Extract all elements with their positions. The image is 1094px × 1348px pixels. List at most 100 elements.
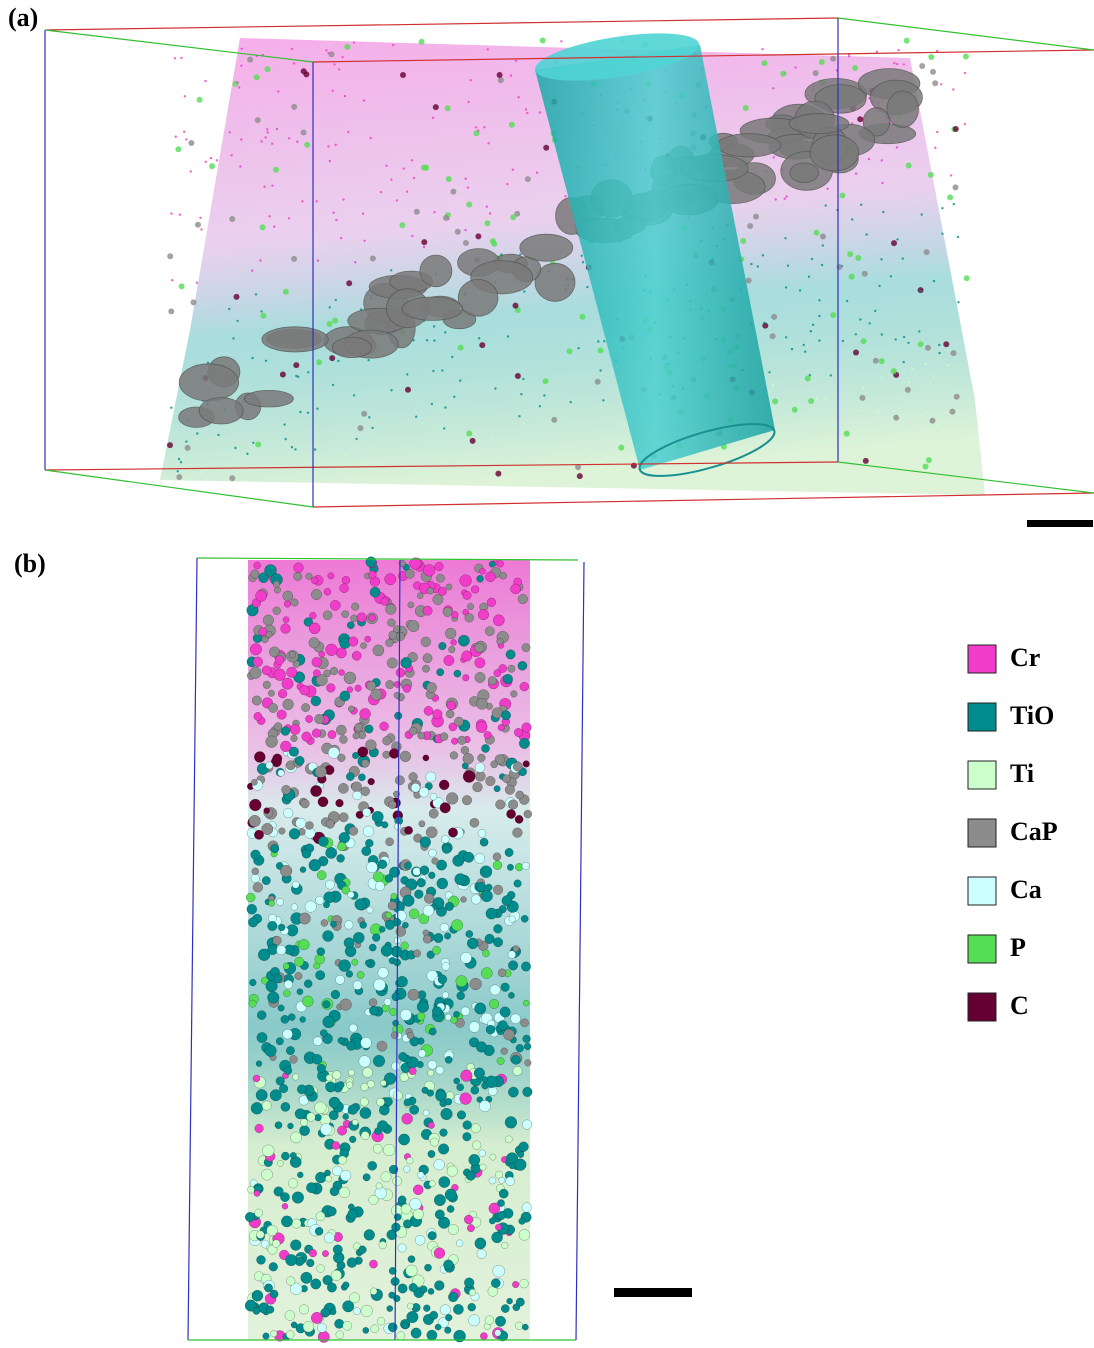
atom: [257, 948, 271, 961]
atom: [447, 1223, 459, 1235]
atom: [283, 423, 286, 426]
atom: [426, 1089, 434, 1097]
atom: [859, 394, 866, 401]
atom: [759, 459, 762, 462]
atom: [861, 438, 864, 442]
legend-label: CaP: [1010, 817, 1058, 846]
atom: [289, 1152, 297, 1159]
atom: [409, 1104, 420, 1115]
atom: [903, 37, 910, 44]
atom: [252, 882, 264, 893]
atom: [417, 731, 426, 740]
atom: [443, 427, 446, 430]
atom: [358, 1245, 367, 1254]
legend-label: Ti: [1010, 759, 1034, 788]
atom: [943, 341, 950, 348]
atom: [338, 68, 341, 71]
atom: [260, 312, 267, 319]
atom: [429, 792, 438, 801]
atom: [416, 878, 426, 888]
atom: [360, 786, 370, 797]
atom: [419, 836, 431, 848]
atom: [334, 298, 337, 302]
atom: [357, 746, 369, 758]
atom: [266, 128, 269, 131]
atom: [387, 618, 396, 627]
atom: [510, 583, 521, 595]
atom: [314, 765, 327, 778]
atom: [251, 778, 258, 786]
atom: [261, 665, 272, 676]
atom: [405, 190, 409, 193]
atom: [247, 56, 254, 63]
atom: [378, 925, 386, 933]
atom: [462, 1120, 472, 1130]
atom: [569, 400, 572, 404]
atom: [333, 63, 336, 66]
atom: [316, 870, 327, 880]
atom: [492, 1264, 505, 1278]
atom: [351, 781, 363, 793]
atom: [506, 863, 514, 871]
atom: [514, 59, 518, 62]
atom: [880, 258, 883, 261]
atom: [564, 195, 567, 198]
atom: [868, 322, 871, 325]
atom: [936, 130, 939, 134]
isosurface-blob: [534, 262, 576, 302]
atom: [854, 333, 857, 336]
atom: [422, 605, 433, 616]
atom: [901, 439, 904, 442]
atom: [294, 1108, 306, 1120]
atom: [369, 1259, 378, 1269]
atom: [425, 771, 437, 783]
atom: [434, 1323, 442, 1331]
atom: [934, 146, 937, 149]
atom: [271, 142, 274, 145]
atom: [477, 337, 481, 340]
atom: [297, 375, 300, 378]
atom: [488, 1202, 501, 1215]
atom: [543, 394, 546, 397]
atom: [929, 417, 936, 424]
atom: [426, 587, 434, 595]
atom: [466, 186, 469, 189]
atom: [761, 48, 764, 51]
atom: [390, 389, 393, 392]
atom: [924, 362, 928, 366]
atom: [462, 590, 472, 600]
atom: [291, 255, 298, 262]
atom: [217, 433, 220, 437]
atom: [365, 739, 377, 751]
legend-swatch: [967, 760, 997, 790]
atom: [826, 187, 829, 190]
atom: [478, 1100, 491, 1113]
atom: [491, 1231, 503, 1244]
atom: [296, 1084, 307, 1095]
atom: [455, 975, 468, 988]
atom: [807, 275, 811, 278]
atom: [432, 369, 435, 373]
atom: [515, 1297, 525, 1307]
atom: [579, 313, 586, 320]
atom: [421, 239, 428, 246]
atom: [477, 829, 487, 838]
atom: [290, 1282, 303, 1295]
atom: [300, 129, 307, 136]
atom: [368, 614, 376, 622]
atom: [517, 1151, 525, 1158]
atom: [575, 464, 582, 471]
atom: [762, 322, 769, 329]
atom: [963, 123, 967, 126]
atom: [347, 1208, 358, 1220]
atom: [323, 669, 332, 678]
atom: [332, 1070, 342, 1080]
atom: [468, 1154, 481, 1166]
atom: [479, 342, 486, 349]
atom: [230, 154, 233, 157]
atom: [444, 331, 447, 334]
atom: [431, 1006, 443, 1017]
atom: [512, 945, 520, 953]
atom: [439, 922, 450, 933]
atom: [300, 1271, 313, 1284]
